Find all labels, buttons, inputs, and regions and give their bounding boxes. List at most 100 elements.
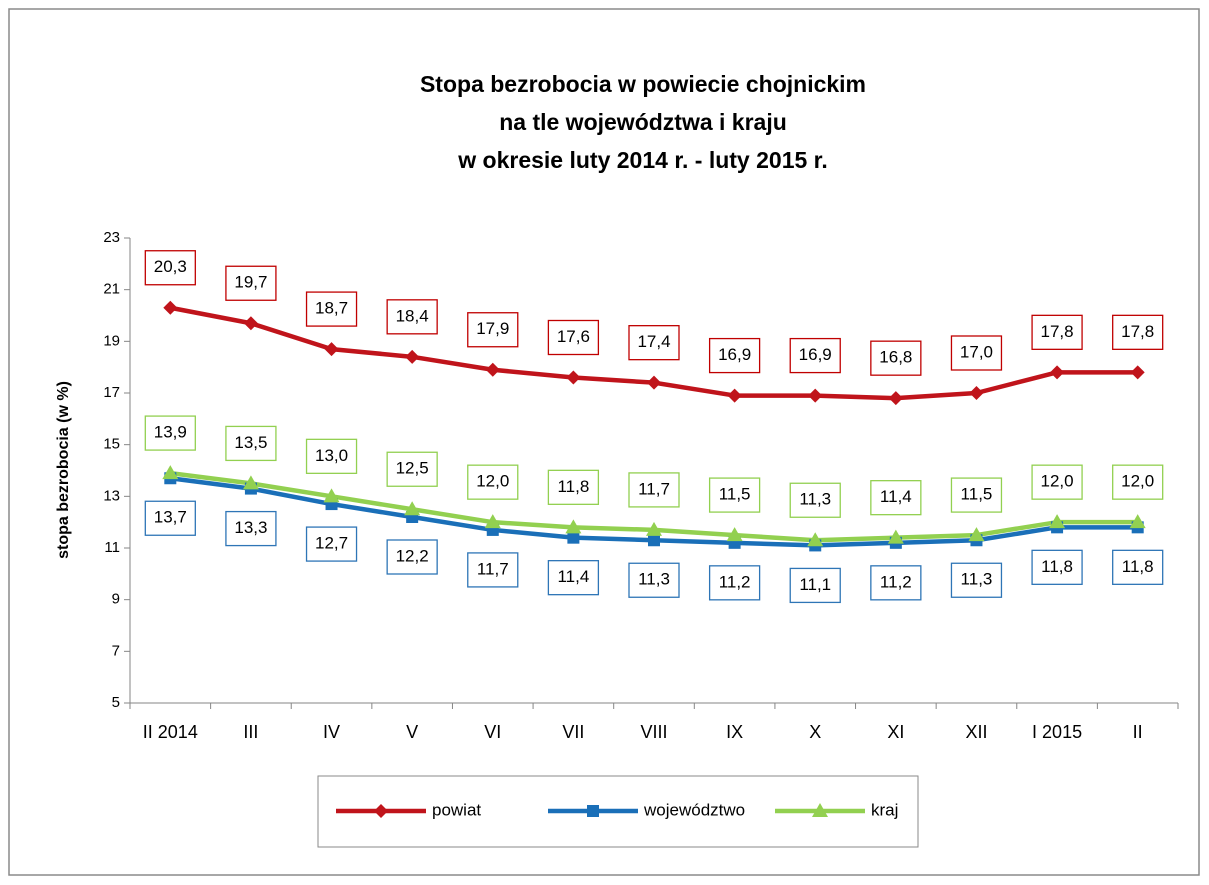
data-label-box [708,337,761,374]
data-label: 11,8 [1041,557,1073,576]
chart-border [8,8,1200,876]
point [242,475,259,490]
point [162,465,179,480]
data-label-box [870,565,922,601]
data-label-box [225,510,277,547]
point [887,529,904,544]
data-label-box [467,552,519,588]
data-label-box [628,325,680,361]
point [807,532,824,547]
y-tick-label: 9 [112,591,120,608]
data-label: 11,5 [719,485,751,504]
data-label: 18,4 [396,306,429,325]
data-label-box [1112,314,1164,350]
data-label-box [305,291,358,327]
data-label-box [547,319,600,356]
data-label-box [305,438,358,474]
x-tick-label: II 2014 [143,722,198,742]
data-label-box [386,451,438,487]
data-label: 16,9 [799,345,832,364]
data-label: 11,8 [1122,557,1154,576]
point [1049,514,1066,529]
x-tick-label: IX [726,722,743,742]
data-label-box [1112,549,1164,585]
data-label-box [628,562,680,598]
point [969,386,984,400]
data-label: 12,0 [1041,472,1074,491]
legend-marker [812,803,828,817]
data-label-box [789,567,841,604]
data-label-box [144,415,196,451]
data-label-box [950,477,1003,513]
y-tick-label: 7 [112,642,120,659]
data-label: 12,2 [396,546,429,565]
x-tick-label: X [809,722,821,742]
point [484,514,501,529]
data-label-box [950,562,1003,598]
data-label: 16,9 [718,345,751,364]
point [566,370,581,385]
data-label: 11,2 [880,572,912,591]
data-label-box [1031,314,1083,350]
data-label-box [386,299,438,335]
point [726,527,743,542]
x-tick-label: III [243,722,258,742]
data-label: 11,3 [961,570,993,589]
data-label: 11,5 [961,485,993,504]
chart-title: na tle województwa i kraju [499,109,787,135]
point [567,531,580,544]
data-label: 17,6 [557,327,590,346]
data-label: 12,5 [396,459,429,478]
point [243,316,258,331]
data-label: 17,8 [1041,322,1074,341]
data-label: 11,3 [799,490,831,509]
data-label-box [144,250,196,286]
x-tick-label: I 2015 [1032,722,1082,742]
data-label-box [789,482,841,518]
data-label: 11,4 [880,487,912,506]
point [888,391,903,406]
legend-label: kraj [871,800,898,819]
data-label-box [708,477,761,513]
legend-marker [587,805,599,817]
y-tick-label: 13 [103,487,120,504]
x-tick-label: VII [562,722,584,742]
legend-label: powiat [432,800,481,819]
data-label-box [708,565,761,601]
y-tick-label: 17 [103,384,120,401]
x-tick-label: V [406,722,418,742]
legend-label: województwo [643,800,745,819]
data-label: 18,7 [315,299,348,318]
data-label-box [870,480,922,516]
x-tick-label: VIII [640,722,667,742]
data-label-box [305,526,358,562]
data-label-box [225,425,277,462]
y-axis-label: stopa bezrobocia (w %) [55,381,72,559]
data-label: 11,8 [557,477,589,496]
x-tick-label: II [1133,722,1143,742]
point [485,362,500,377]
point [647,375,661,390]
data-label: 17,9 [476,319,509,338]
data-label: 17,0 [960,342,993,361]
data-label-box [950,335,1003,371]
x-tick-label: IV [323,722,340,742]
data-label-box [547,560,600,596]
point [727,388,742,403]
x-tick-label: XI [887,722,904,742]
data-label: 11,7 [638,479,670,498]
legend-marker [374,804,388,818]
y-tick-label: 15 [103,436,120,453]
chart-title: Stopa bezrobocia w powiecie chojnickim [420,71,866,97]
point [648,534,660,547]
data-label-box [386,539,438,575]
data-label: 12,0 [476,472,509,491]
data-label: 11,4 [557,567,589,586]
y-tick-label: 5 [112,694,120,711]
y-tick-label: 11 [104,539,120,556]
point [1130,365,1145,380]
data-label: 17,8 [1121,322,1154,341]
x-tick-label: XII [965,722,987,742]
point [1129,514,1146,529]
